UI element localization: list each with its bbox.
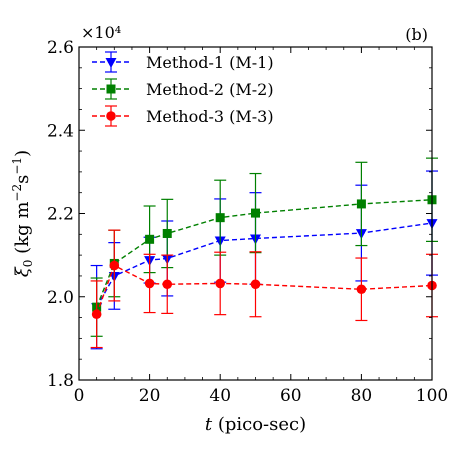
legend-marker: [105, 58, 117, 68]
legend-entry: Method-1 (M-1): [92, 51, 274, 73]
x-tick-label: 60: [280, 386, 302, 406]
y-tick-label: 2.6: [47, 38, 74, 58]
x-axis-unit: (pico-sec): [212, 414, 306, 435]
data-point: [356, 199, 366, 209]
x-tick-label: 0: [74, 386, 85, 406]
x-tick-label: 80: [351, 386, 373, 406]
legend-entry: Method-3 (M-3): [92, 105, 274, 127]
y-tick-label: 2.4: [47, 121, 74, 141]
legend-marker: [106, 84, 116, 94]
data-point: [144, 278, 155, 289]
x-tick-label: 40: [209, 386, 231, 406]
y-axis-symbol: ξ: [12, 266, 33, 277]
data-point: [162, 279, 173, 290]
y-axis-label: ξ0 (kg m−2s−1): [10, 150, 35, 277]
y-axis-unit-b: s: [12, 175, 33, 184]
data-point: [145, 234, 155, 244]
legend-marker: [106, 111, 116, 121]
y-tick-label: 2.2: [47, 205, 74, 225]
series-2: [90, 157, 438, 337]
x-axis-symbol: t: [205, 414, 213, 435]
y-axis-unit-a: (kg m: [12, 202, 33, 260]
data-point: [356, 284, 367, 295]
x-tick-label: 20: [139, 386, 161, 406]
data-point: [91, 309, 102, 320]
legend: Method-1 (M-1) Method-2 (M-2) Method-3 (M-…: [92, 51, 274, 127]
panel-label: (b): [405, 25, 428, 44]
axis-ticks: 0 20 40 60 80 100 1.8 2.0 2.2 2.4 2.6: [47, 38, 448, 406]
data-point: [215, 213, 225, 223]
legend-label: Method-2 (M-2): [146, 80, 274, 99]
data-point: [251, 208, 260, 218]
x-axis-label: t (pico-sec): [205, 414, 306, 435]
x-tick-label: 100: [416, 386, 448, 406]
legend-label: Method-1 (M-1): [146, 53, 274, 72]
y-axis-sup1: −2: [10, 184, 24, 202]
y-axis-unit-c: ): [12, 150, 33, 157]
axis-multiplier: ×10⁴: [81, 23, 121, 42]
series-3: [90, 229, 438, 349]
y-tick-label: 1.8: [47, 371, 74, 391]
data-point: [250, 279, 261, 290]
series-line: [95, 264, 433, 315]
series-1: [90, 170, 438, 350]
y-axis-sup2: −1: [10, 157, 24, 175]
series-line: [96, 222, 433, 308]
legend-label: Method-3 (M-3): [146, 107, 274, 126]
data-point: [215, 278, 225, 289]
legend-entry: Method-2 (M-2): [92, 78, 274, 100]
data-point: [162, 228, 172, 238]
y-axis-subscript: 0: [21, 260, 35, 268]
y-tick-label: 2.0: [47, 288, 74, 308]
series-line: [96, 199, 433, 308]
data-point: [109, 260, 120, 271]
chart-marks: [90, 157, 438, 350]
